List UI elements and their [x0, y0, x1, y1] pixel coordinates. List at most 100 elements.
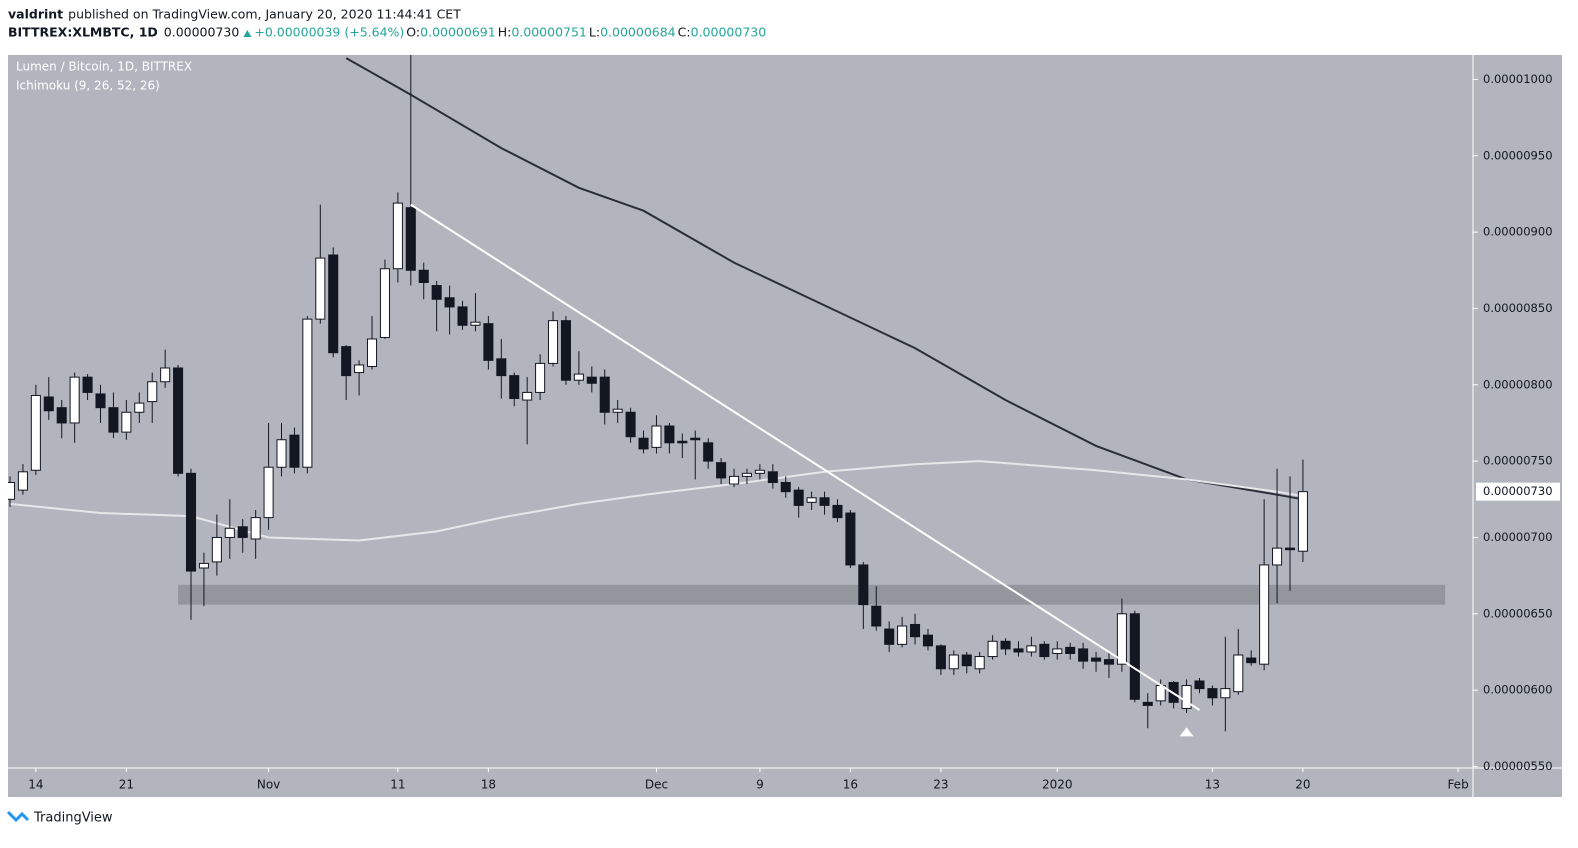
candle-body: [638, 437, 649, 450]
candle-body: [160, 367, 171, 383]
ohlc-key: O:: [406, 25, 420, 40]
candle-body: [1142, 701, 1153, 706]
candle-body: [147, 381, 158, 403]
y-tick-label: 0.00000950: [1483, 148, 1553, 162]
candle-body: [1297, 491, 1308, 552]
x-tick-label: 18: [481, 778, 496, 792]
candle-body: [211, 536, 222, 563]
x-tick-label: 21: [119, 778, 134, 792]
x-tick-label: Feb: [1447, 778, 1468, 792]
candle-body: [1259, 564, 1270, 665]
candle-body: [677, 440, 688, 444]
candle-body: [741, 472, 752, 477]
candle-body: [729, 475, 740, 485]
candle-body: [354, 364, 365, 374]
ohlc-value: 0.00000751: [511, 25, 587, 40]
change: +0.00000039 (+5.64%): [254, 25, 404, 40]
candle-body: [560, 320, 571, 381]
candle-body: [405, 207, 416, 271]
candle-body: [651, 425, 662, 448]
ohlc-value: 0.00000684: [600, 25, 676, 40]
candle-body: [315, 257, 326, 320]
candle-body: [535, 362, 546, 393]
ohlc-value: 0.00000691: [420, 25, 496, 40]
candle-body: [341, 346, 352, 377]
up-arrow-icon: [243, 30, 252, 37]
y-tick-label: 0.00000600: [1483, 683, 1553, 697]
chart-title: Lumen / Bitcoin, 1D, BITTREX: [16, 60, 192, 74]
candle-body: [69, 376, 80, 424]
x-tick-label: Dec: [645, 778, 668, 792]
candle-body: [134, 402, 145, 413]
candle-body: [897, 625, 908, 645]
y-tick-label: 0.00000800: [1483, 377, 1553, 391]
candle-body: [185, 472, 197, 572]
candle-body: [263, 466, 274, 519]
candle-body: [573, 373, 584, 381]
candle-body: [457, 306, 468, 326]
candle-body: [703, 442, 714, 462]
candle-body: [1272, 547, 1283, 566]
candle-body: [95, 393, 106, 409]
author: valdrint: [8, 7, 63, 22]
candle-body: [625, 411, 636, 438]
candle-body: [948, 654, 959, 670]
candle-body: [418, 269, 429, 283]
candle-body: [806, 497, 817, 503]
signal-marker: [1179, 727, 1194, 737]
ohlc-key: H:: [498, 25, 512, 40]
candle-body: [961, 654, 972, 667]
y-tick-label: 0.00000700: [1483, 530, 1553, 544]
candle-body: [1246, 657, 1257, 664]
y-tick-label: 0.00000750: [1483, 454, 1553, 468]
candle-body: [496, 358, 507, 377]
candle-body: [612, 408, 623, 413]
candle-body: [1026, 645, 1037, 653]
ohlc-key: C:: [678, 25, 691, 40]
candle-body: [548, 320, 559, 364]
candle-body: [871, 605, 882, 627]
candle-body: [483, 323, 494, 361]
candle-body: [1013, 648, 1024, 653]
candle-body: [108, 407, 119, 433]
candle-body: [276, 439, 287, 468]
y-tick-label: 0.00001000: [1483, 72, 1553, 86]
x-tick-label: Nov: [257, 778, 280, 792]
ohlc-value: 0.00000730: [691, 25, 767, 40]
x-tick-label: 13: [1205, 778, 1220, 792]
candle-body: [17, 471, 28, 491]
candle-body: [250, 517, 261, 540]
candle-body: [198, 562, 209, 569]
candle-body: [716, 462, 727, 479]
ohlc-key: L:: [589, 25, 600, 40]
candle-body: [224, 527, 235, 538]
candle-body: [30, 394, 41, 471]
candle-body: [1052, 648, 1063, 654]
candle-body: [690, 437, 701, 441]
trendline: [410, 203, 1201, 711]
candle-body: [1065, 646, 1076, 654]
x-tick-label: 23: [933, 778, 948, 792]
brand: TradingView: [33, 811, 113, 826]
candle-body: [1207, 688, 1218, 699]
candle-body: [444, 297, 455, 308]
candle-body: [56, 407, 67, 424]
symbol: BITTREX:XLMBTC, 1D: [8, 25, 158, 40]
candle-body: [1103, 659, 1115, 665]
candle-body: [1220, 688, 1231, 699]
candle-body: [974, 656, 985, 670]
candle-body: [82, 376, 93, 393]
tradingview-logo: [6, 810, 30, 823]
candle-body: [884, 628, 895, 645]
candle-body: [392, 202, 403, 270]
candle-body: [1039, 643, 1050, 658]
candle-body: [935, 645, 946, 670]
x-tick-label: 14: [28, 778, 43, 792]
candle-body: [793, 489, 804, 506]
plot-area: [8, 55, 1446, 737]
candle-body: [922, 634, 933, 647]
candle-body: [1091, 657, 1102, 662]
candle-body: [910, 623, 921, 638]
candle-body: [43, 396, 54, 412]
